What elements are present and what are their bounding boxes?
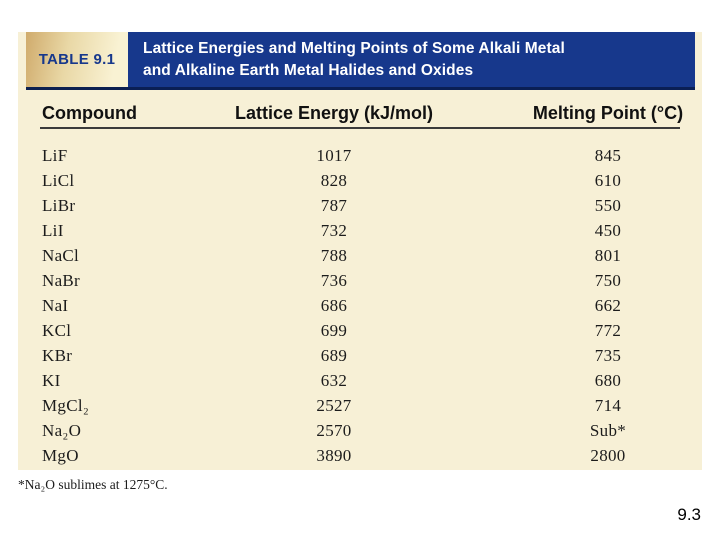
compound-cell: NaBr — [42, 270, 81, 290]
table-label-box: TABLE 9.1 — [26, 32, 128, 90]
table-row: KBr 689 735 — [18, 343, 702, 368]
table-row: NaI 686 662 — [18, 293, 702, 318]
column-header-lattice-energy: Lattice Energy (kJ/mol) — [234, 103, 434, 123]
melting-point-cell: 750 — [594, 270, 622, 290]
table-row: LiF 1017 845 — [18, 133, 702, 168]
lattice-energy-cell: 732 — [320, 220, 348, 240]
column-header-underline — [40, 127, 680, 129]
lattice-energy-cell: 828 — [320, 170, 348, 190]
table-label-text: TABLE 9.1 — [38, 51, 116, 68]
lattice-energy-cell: 689 — [320, 345, 348, 365]
compound-cell: KCl — [42, 320, 72, 340]
compound-cell: NaI — [42, 295, 69, 315]
compound-cell: MgCl₂ — [42, 395, 90, 415]
melting-point-cell: 801 — [594, 245, 622, 265]
compound-cell: MgO — [42, 445, 79, 465]
table-panel: TABLE 9.1 Lattice Energies and Melting P… — [18, 32, 702, 470]
lattice-energy-cell: 1017 — [316, 145, 352, 165]
table-row: MgO 3890 2800 — [18, 443, 702, 468]
table-body: LiF 1017 845 LiCl 828 610 LiBr 787 550 LiI 732 450 N… — [18, 133, 702, 468]
lattice-energy-cell: 787 — [320, 195, 348, 215]
melting-point-cell: 662 — [594, 295, 622, 315]
compound-cell: KBr — [42, 345, 73, 365]
compound-cell: Na₂O — [42, 420, 82, 440]
table-row: Na₂O 2570 Sub* — [18, 418, 702, 443]
melting-point-cell: Sub* — [589, 420, 627, 440]
melting-point-cell: 714 — [594, 395, 622, 415]
data-table: Compound Lattice Energy (kJ/mol) Melting… — [18, 90, 702, 468]
compound-cell: LiI — [42, 220, 64, 240]
slide-page-number: 9.3 — [677, 505, 701, 524]
table-row: LiCl 828 610 — [18, 168, 702, 193]
compound-cell: LiCl — [42, 170, 75, 190]
melting-point-cell: 680 — [594, 370, 622, 390]
table-row: LiBr 787 550 — [18, 193, 702, 218]
column-header-compound: Compound — [42, 103, 137, 123]
table-header-strip: TABLE 9.1 Lattice Energies and Melting P… — [18, 32, 702, 90]
compound-cell: NaCl — [42, 245, 80, 265]
table-title-line2: and Alkaline Earth Metal Halides and Oxi… — [143, 61, 474, 79]
table-row: KCl 699 772 — [18, 318, 702, 343]
table-title-banner: Lattice Energies and Melting Points of S… — [128, 32, 695, 90]
melting-point-cell: 2800 — [590, 445, 626, 465]
lattice-energy-cell: 3890 — [316, 445, 352, 465]
lattice-energy-cell: 2527 — [316, 395, 352, 415]
lattice-energy-cell: 2570 — [316, 420, 352, 440]
melting-point-cell: 845 — [594, 145, 622, 165]
table-row: KI 632 680 — [18, 368, 702, 393]
melting-point-cell: 450 — [594, 220, 622, 240]
table-row: NaBr 736 750 — [18, 268, 702, 293]
header-left-gap — [18, 32, 26, 90]
table-title-line1: Lattice Energies and Melting Points of S… — [143, 39, 565, 57]
lattice-energy-cell: 788 — [320, 245, 348, 265]
compound-cell: LiF — [42, 145, 68, 165]
lattice-energy-cell: 699 — [320, 320, 348, 340]
melting-point-cell: 735 — [594, 345, 622, 365]
lattice-energy-cell: 632 — [320, 370, 348, 390]
table-row: LiI 732 450 — [18, 218, 702, 243]
melting-point-cell: 610 — [594, 170, 622, 190]
compound-cell: KI — [42, 370, 61, 390]
column-header-melting-point: Melting Point (°C) — [532, 103, 684, 123]
table-footnote: *Na₂O sublimes at 1275°C. — [18, 477, 168, 492]
column-header-row: Compound Lattice Energy (kJ/mol) Melting… — [18, 90, 702, 133]
melting-point-cell: 550 — [594, 195, 622, 215]
lattice-energy-cell: 736 — [320, 270, 348, 290]
lattice-energy-cell: 686 — [320, 295, 348, 315]
melting-point-cell: 772 — [594, 320, 622, 340]
table-row: NaCl 788 801 — [18, 243, 702, 268]
table-row: MgCl₂ 2527 714 — [18, 393, 702, 418]
compound-cell: LiBr — [42, 195, 76, 215]
